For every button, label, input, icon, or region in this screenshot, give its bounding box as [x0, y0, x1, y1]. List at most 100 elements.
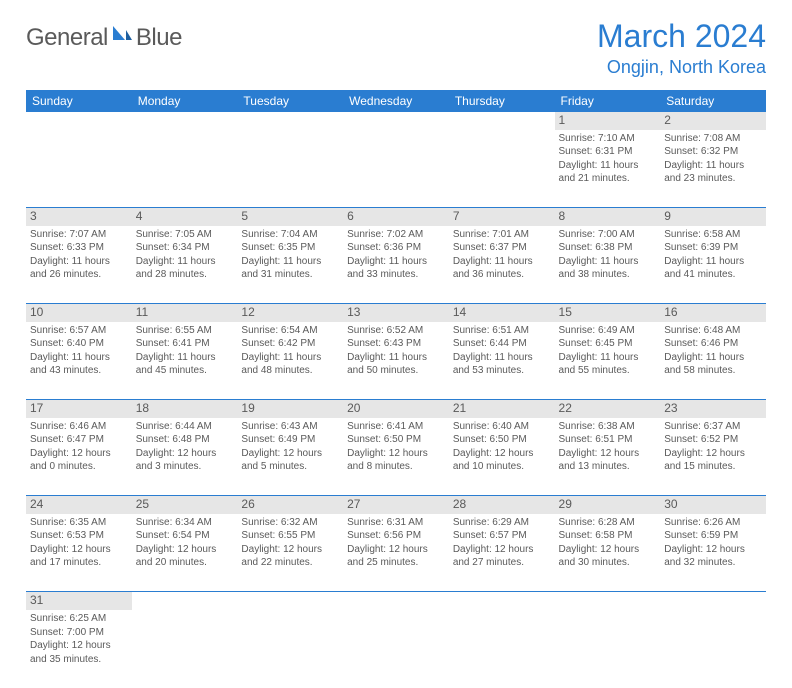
day-number: 31: [26, 592, 132, 610]
sunrise-line: Sunrise: 6:29 AM: [453, 516, 551, 530]
day-cell: [132, 610, 238, 688]
sunrise-line: Sunrise: 6:55 AM: [136, 324, 234, 338]
day-cell: Sunrise: 7:05 AMSunset: 6:34 PMDaylight:…: [132, 226, 238, 304]
day-cell: Sunrise: 6:31 AMSunset: 6:56 PMDaylight:…: [343, 514, 449, 592]
day-cell: Sunrise: 6:38 AMSunset: 6:51 PMDaylight:…: [555, 418, 661, 496]
sunrise-line: Sunrise: 6:58 AM: [664, 228, 762, 242]
sunset-line: Sunset: 6:53 PM: [30, 529, 128, 543]
daynum-row: 12: [26, 112, 766, 130]
day-cell: [343, 130, 449, 208]
daynum-row: 24252627282930: [26, 496, 766, 514]
sunrise-line: Sunrise: 6:43 AM: [241, 420, 339, 434]
day-number: [449, 112, 555, 130]
day-number: [660, 592, 766, 610]
day-header-row: SundayMondayTuesdayWednesdayThursdayFrid…: [26, 90, 766, 112]
day-number: [343, 112, 449, 130]
day-header: Friday: [555, 90, 661, 112]
daylight-line: Daylight: 11 hours and 43 minutes.: [30, 351, 128, 378]
sunset-line: Sunset: 6:45 PM: [559, 337, 657, 351]
day-number: [237, 112, 343, 130]
sunrise-line: Sunrise: 6:41 AM: [347, 420, 445, 434]
day-header: Monday: [132, 90, 238, 112]
sunrise-line: Sunrise: 7:04 AM: [241, 228, 339, 242]
sunset-line: Sunset: 6:58 PM: [559, 529, 657, 543]
sunset-line: Sunset: 6:33 PM: [30, 241, 128, 255]
sunrise-line: Sunrise: 6:32 AM: [241, 516, 339, 530]
daylight-line: Daylight: 11 hours and 23 minutes.: [664, 159, 762, 186]
sunset-line: Sunset: 6:41 PM: [136, 337, 234, 351]
day-number: 17: [26, 400, 132, 418]
day-cell: [132, 130, 238, 208]
daylight-line: Daylight: 12 hours and 0 minutes.: [30, 447, 128, 474]
daylight-line: Daylight: 12 hours and 20 minutes.: [136, 543, 234, 570]
sunset-line: Sunset: 6:54 PM: [136, 529, 234, 543]
day-number: 7: [449, 208, 555, 226]
sunrise-line: Sunrise: 7:02 AM: [347, 228, 445, 242]
day-number: 21: [449, 400, 555, 418]
sunrise-line: Sunrise: 6:51 AM: [453, 324, 551, 338]
sunset-line: Sunset: 6:36 PM: [347, 241, 445, 255]
daylight-line: Daylight: 12 hours and 13 minutes.: [559, 447, 657, 474]
day-cell: Sunrise: 7:01 AMSunset: 6:37 PMDaylight:…: [449, 226, 555, 304]
sunset-line: Sunset: 6:50 PM: [347, 433, 445, 447]
day-number: 10: [26, 304, 132, 322]
day-number: [237, 592, 343, 610]
day-cell: [555, 610, 661, 688]
day-number: 24: [26, 496, 132, 514]
daylight-line: Daylight: 12 hours and 22 minutes.: [241, 543, 339, 570]
day-cell: Sunrise: 7:07 AMSunset: 6:33 PMDaylight:…: [26, 226, 132, 304]
header-row: General Blue March 2024 Ongjin, North Ko…: [26, 18, 766, 78]
sunset-line: Sunset: 6:52 PM: [664, 433, 762, 447]
sunset-line: Sunset: 6:35 PM: [241, 241, 339, 255]
day-cell: [449, 610, 555, 688]
daylight-line: Daylight: 11 hours and 26 minutes.: [30, 255, 128, 282]
sunset-line: Sunset: 6:34 PM: [136, 241, 234, 255]
daylight-line: Daylight: 11 hours and 21 minutes.: [559, 159, 657, 186]
sunrise-line: Sunrise: 6:31 AM: [347, 516, 445, 530]
sunset-line: Sunset: 6:39 PM: [664, 241, 762, 255]
day-cell: Sunrise: 6:49 AMSunset: 6:45 PMDaylight:…: [555, 322, 661, 400]
daylight-line: Daylight: 11 hours and 48 minutes.: [241, 351, 339, 378]
day-number: 2: [660, 112, 766, 130]
day-cell: Sunrise: 6:34 AMSunset: 6:54 PMDaylight:…: [132, 514, 238, 592]
sunrise-line: Sunrise: 6:40 AM: [453, 420, 551, 434]
day-header: Saturday: [660, 90, 766, 112]
daylight-line: Daylight: 11 hours and 58 minutes.: [664, 351, 762, 378]
day-cell: Sunrise: 6:28 AMSunset: 6:58 PMDaylight:…: [555, 514, 661, 592]
daylight-line: Daylight: 11 hours and 36 minutes.: [453, 255, 551, 282]
day-cell: Sunrise: 6:52 AMSunset: 6:43 PMDaylight:…: [343, 322, 449, 400]
daylight-line: Daylight: 11 hours and 31 minutes.: [241, 255, 339, 282]
sail-icon: [111, 24, 133, 47]
day-cell: Sunrise: 7:04 AMSunset: 6:35 PMDaylight:…: [237, 226, 343, 304]
day-cell: [26, 130, 132, 208]
day-cell: Sunrise: 6:26 AMSunset: 6:59 PMDaylight:…: [660, 514, 766, 592]
day-number: 15: [555, 304, 661, 322]
daylight-line: Daylight: 12 hours and 3 minutes.: [136, 447, 234, 474]
daylight-line: Daylight: 11 hours and 28 minutes.: [136, 255, 234, 282]
day-cell: Sunrise: 6:43 AMSunset: 6:49 PMDaylight:…: [237, 418, 343, 496]
day-cell: Sunrise: 7:10 AMSunset: 6:31 PMDaylight:…: [555, 130, 661, 208]
sunset-line: Sunset: 6:50 PM: [453, 433, 551, 447]
day-cell: Sunrise: 6:48 AMSunset: 6:46 PMDaylight:…: [660, 322, 766, 400]
sunset-line: Sunset: 6:57 PM: [453, 529, 551, 543]
sunrise-line: Sunrise: 7:05 AM: [136, 228, 234, 242]
daynum-row: 31: [26, 592, 766, 610]
logo-text-general: General: [26, 24, 108, 52]
day-cell: Sunrise: 6:51 AMSunset: 6:44 PMDaylight:…: [449, 322, 555, 400]
week-row: Sunrise: 6:35 AMSunset: 6:53 PMDaylight:…: [26, 514, 766, 592]
daylight-line: Daylight: 11 hours and 41 minutes.: [664, 255, 762, 282]
day-number: [132, 112, 238, 130]
sunrise-line: Sunrise: 6:44 AM: [136, 420, 234, 434]
day-number: 27: [343, 496, 449, 514]
sunset-line: Sunset: 6:51 PM: [559, 433, 657, 447]
day-number: 6: [343, 208, 449, 226]
sunrise-line: Sunrise: 6:25 AM: [30, 612, 128, 626]
day-number: 3: [26, 208, 132, 226]
day-number: 14: [449, 304, 555, 322]
sunset-line: Sunset: 7:00 PM: [30, 626, 128, 640]
day-header: Sunday: [26, 90, 132, 112]
sunset-line: Sunset: 6:42 PM: [241, 337, 339, 351]
sunrise-line: Sunrise: 7:01 AM: [453, 228, 551, 242]
sunset-line: Sunset: 6:49 PM: [241, 433, 339, 447]
daylight-line: Daylight: 11 hours and 45 minutes.: [136, 351, 234, 378]
